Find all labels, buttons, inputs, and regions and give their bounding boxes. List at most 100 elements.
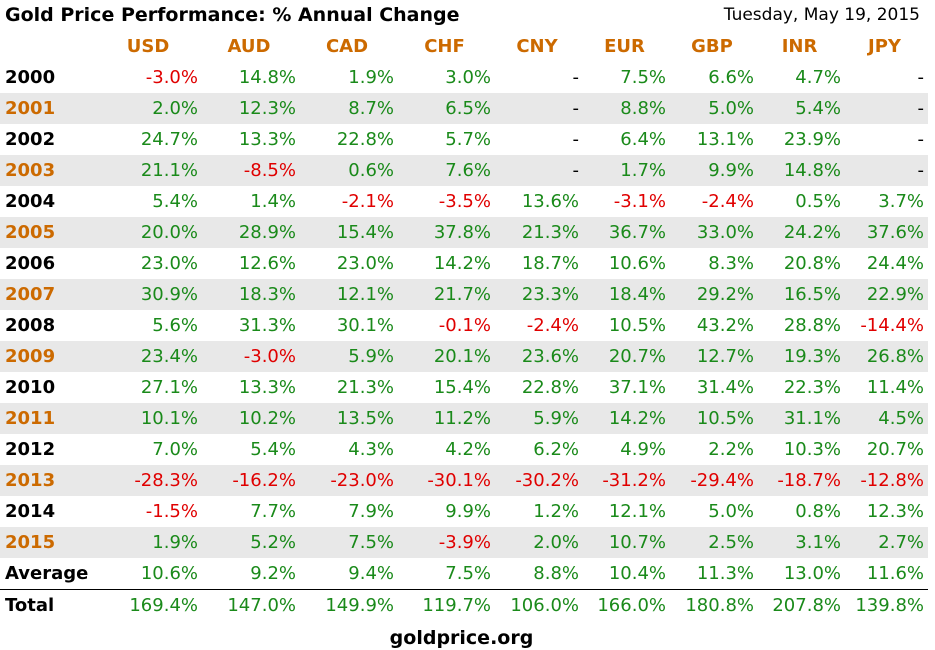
cell-gbp: 31.4% — [696, 377, 754, 398]
cell-chf: 37.8% — [433, 222, 491, 243]
cell-jpy: 37.6% — [866, 222, 924, 243]
column-header-jpy: JPY — [868, 36, 901, 57]
table-row: 2013 -28.3% -16.2% -23.0% -30.1% -30.2% -31.2%… — [0, 465, 928, 496]
row-label: 2015 — [5, 532, 56, 553]
cell-inr: 23.9% — [783, 129, 841, 150]
cell-cad: 21.3% — [336, 377, 394, 398]
cell-chf: 11.2% — [433, 408, 491, 429]
cell-inr: 20.8% — [783, 253, 841, 274]
cell-jpy: - — [917, 129, 925, 150]
row-label: 2010 — [5, 377, 56, 398]
cell-cny: 6.2% — [533, 439, 579, 460]
cell-chf: 3.0% — [445, 67, 491, 88]
cell-jpy: 12.3% — [866, 501, 924, 522]
cell-aud: 12.3% — [238, 98, 296, 119]
cell-usd: 27.1% — [140, 377, 198, 398]
cell-gbp: 9.9% — [708, 160, 754, 181]
cell-cad: 9.4% — [348, 563, 394, 584]
cell-eur: 10.6% — [608, 253, 666, 274]
cell-usd: 23.4% — [140, 346, 198, 367]
cell-eur: 10.5% — [608, 315, 666, 336]
cell-cny: 106.0% — [495, 589, 583, 621]
cell-gbp: 6.6% — [708, 67, 754, 88]
cell-cad: 4.3% — [348, 439, 394, 460]
cell-cad: 1.9% — [348, 67, 394, 88]
column-header-usd: USD — [126, 36, 170, 57]
cell-cny: 18.7% — [521, 253, 579, 274]
cell-chf: 6.5% — [445, 98, 491, 119]
cell-cny: -2.4% — [526, 315, 579, 336]
cell-inr: 0.8% — [795, 501, 841, 522]
row-label: Average — [5, 563, 89, 584]
cell-aud: 28.9% — [238, 222, 296, 243]
cell-inr: 0.5% — [795, 191, 841, 212]
table-row: 2007 30.9% 18.3% 12.1% 21.7% 23.3% 18.4% 29.2% 1… — [0, 279, 928, 310]
column-header-cny: CNY — [516, 36, 558, 57]
cell-aud: 147.0% — [202, 589, 300, 621]
cell-gbp: 5.0% — [708, 501, 754, 522]
column-header-gbp: GBP — [691, 36, 733, 57]
cell-cad: 7.5% — [348, 532, 394, 553]
cell-gbp: 33.0% — [696, 222, 754, 243]
cell-usd: -3.0% — [145, 67, 198, 88]
cell-gbp: 10.5% — [696, 408, 754, 429]
row-label: 2007 — [5, 284, 56, 305]
cell-gbp: -29.4% — [690, 470, 754, 491]
cell-chf: 7.5% — [445, 563, 491, 584]
cell-jpy: 2.7% — [878, 532, 924, 553]
cell-jpy: - — [917, 67, 925, 88]
cell-jpy: 3.7% — [878, 191, 924, 212]
cell-usd: 7.0% — [152, 439, 198, 460]
cell-aud: -16.2% — [232, 470, 296, 491]
column-header-chf: CHF — [424, 36, 465, 57]
table-row: 2005 20.0% 28.9% 15.4% 37.8% 21.3% 36.7% 33.0% 2… — [0, 217, 928, 248]
cell-eur: 1.7% — [620, 160, 666, 181]
cell-cny: 23.3% — [521, 284, 579, 305]
cell-chf: 21.7% — [433, 284, 491, 305]
cell-inr: 24.2% — [783, 222, 841, 243]
cell-inr: -18.7% — [777, 470, 841, 491]
cell-usd: 23.0% — [140, 253, 198, 274]
table-row: 2012 7.0% 5.4% 4.3% 4.2% 6.2% 4.9% 2.2% 10.3% 20.… — [0, 434, 928, 465]
cell-inr: 10.3% — [783, 439, 841, 460]
cell-inr: 14.8% — [783, 160, 841, 181]
cell-inr: 31.1% — [783, 408, 841, 429]
cell-cny: 23.6% — [521, 346, 579, 367]
cell-aud: 1.4% — [250, 191, 296, 212]
cell-cad: 15.4% — [336, 222, 394, 243]
column-header-eur: EUR — [604, 36, 645, 57]
cell-jpy: -12.8% — [860, 470, 924, 491]
cell-usd: 1.9% — [152, 532, 198, 553]
cell-eur: -31.2% — [602, 470, 666, 491]
table-row: 2000 -3.0% 14.8% 1.9% 3.0% - 7.5% 6.6% 4.7% - — [0, 62, 928, 93]
cell-inr: 3.1% — [795, 532, 841, 553]
row-label: 2011 — [5, 408, 56, 429]
cell-inr: 16.5% — [783, 284, 841, 305]
cell-gbp: 12.7% — [696, 346, 754, 367]
cell-gbp: 5.0% — [708, 98, 754, 119]
page-title: Gold Price Performance: % Annual Change — [5, 4, 460, 26]
table-row: 2004 5.4% 1.4% -2.1% -3.5% 13.6% -3.1% -2.4% 0.5… — [0, 186, 928, 217]
cell-eur: 4.9% — [620, 439, 666, 460]
cell-jpy: 4.5% — [878, 408, 924, 429]
cell-gbp: -2.4% — [701, 191, 754, 212]
cell-eur: 20.7% — [608, 346, 666, 367]
table-row: 2006 23.0% 12.6% 23.0% 14.2% 18.7% 10.6% 8.3% 20… — [0, 248, 928, 279]
cell-aud: 12.6% — [238, 253, 296, 274]
row-label: 2002 — [5, 129, 56, 150]
cell-aud: -3.0% — [243, 346, 296, 367]
cell-usd: 21.1% — [140, 160, 198, 181]
total-row: Total 169.4% 147.0% 149.9% 119.7% 106.0% 166.0… — [0, 589, 928, 621]
table-row: 2010 27.1% 13.3% 21.3% 15.4% 22.8% 37.1% 31.4% 2… — [0, 372, 928, 403]
cell-cad: 149.9% — [300, 589, 398, 621]
cell-cad: 22.8% — [336, 129, 394, 150]
row-label: Total — [0, 589, 98, 621]
cell-jpy: -14.4% — [860, 315, 924, 336]
cell-eur: 12.1% — [608, 501, 666, 522]
table-row: 2008 5.6% 31.3% 30.1% -0.1% -2.4% 10.5% 43.2% 28… — [0, 310, 928, 341]
cell-chf: -0.1% — [438, 315, 491, 336]
table-row: 2015 1.9% 5.2% 7.5% -3.9% 2.0% 10.7% 2.5% 3.1% 2.… — [0, 527, 928, 558]
cell-cny: -30.2% — [515, 470, 579, 491]
cell-aud: 5.2% — [250, 532, 296, 553]
row-label: 2013 — [5, 470, 56, 491]
